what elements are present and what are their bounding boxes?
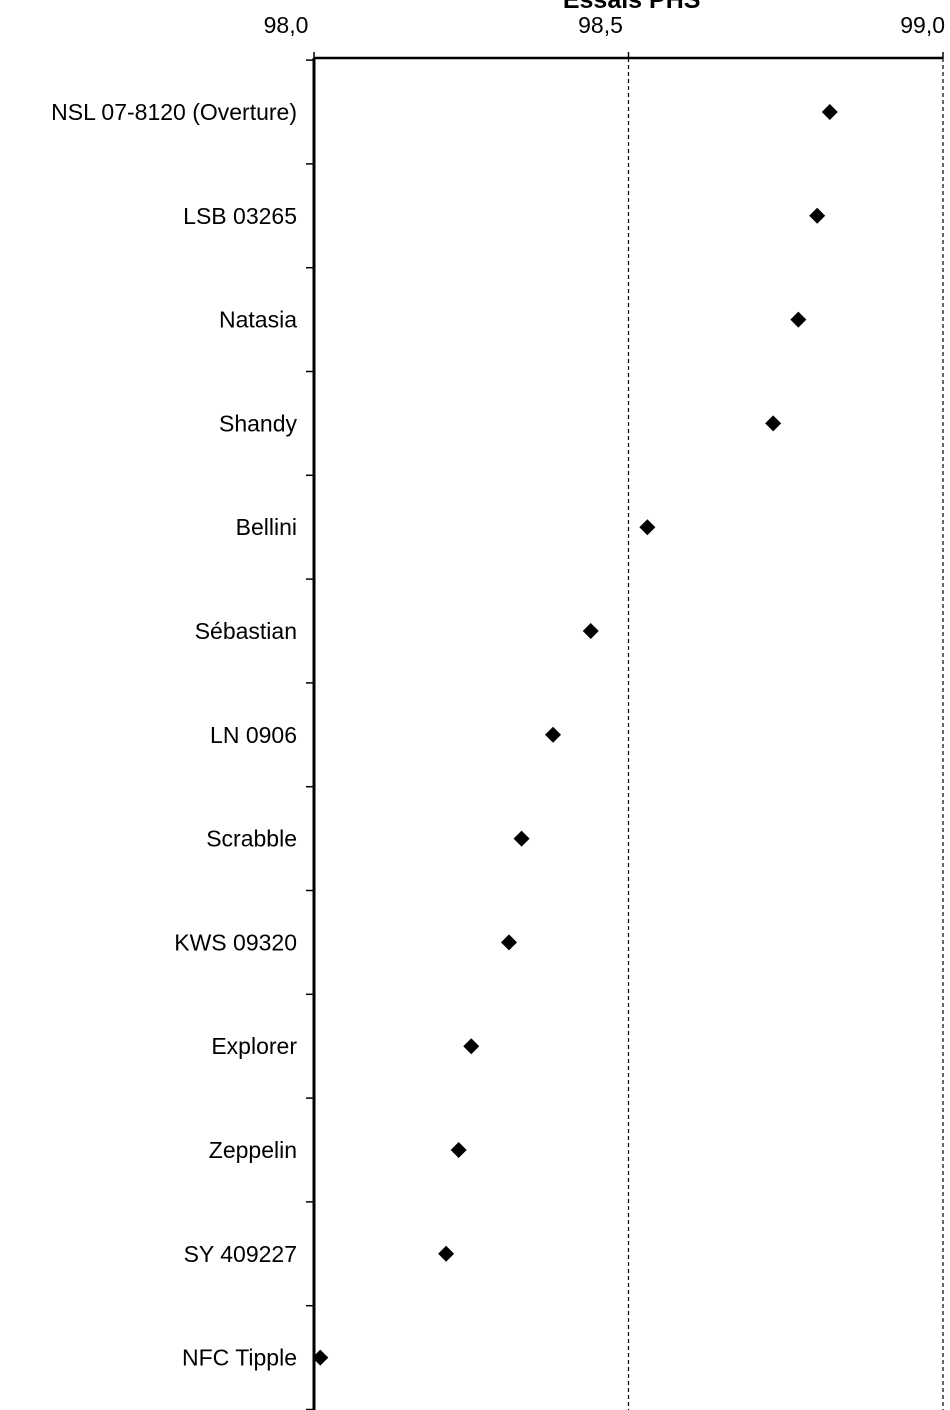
data-point [500,934,517,951]
category-label: KWS 09320 [174,929,297,955]
x-tick-label: 98,5 [578,12,623,38]
gridlines [627,58,944,1410]
x-axis-ticks: 98,0 98,5 99,0 [264,12,945,58]
category-label: Bellini [236,514,297,540]
x-tick-label: 98,0 [264,12,309,38]
category-label: Scrabble [206,826,297,852]
category-labels: NSL 07-8120 (Overture) LSB 03265 Natasia Sh… [51,99,297,1371]
category-label: Shandy [219,410,298,436]
data-point [790,311,807,328]
category-label: LSB 03265 [183,203,297,229]
category-label: SY 409227 [184,1241,297,1267]
data-point [582,623,599,639]
category-label: NFC Tipple [182,1345,297,1371]
data-point [438,1245,455,1262]
category-label: Explorer [211,1033,297,1059]
data-point [513,830,530,847]
data-point [450,1142,467,1158]
data-point [765,415,782,432]
category-label: Sébastian [195,618,297,644]
category-label: LN 0906 [210,722,297,748]
data-points [312,104,838,1366]
data-point [639,519,656,536]
data-point [545,726,562,743]
category-label: Zeppelin [209,1137,297,1163]
data-point [821,104,838,120]
data-point [809,207,826,224]
category-label: Natasia [219,307,297,333]
data-point [312,1349,329,1366]
chart-title: Essais PHS [563,0,701,14]
category-label: NSL 07-8120 (Overture) [51,99,297,125]
data-point [463,1038,480,1055]
x-tick-label: 99,0 [900,12,945,38]
